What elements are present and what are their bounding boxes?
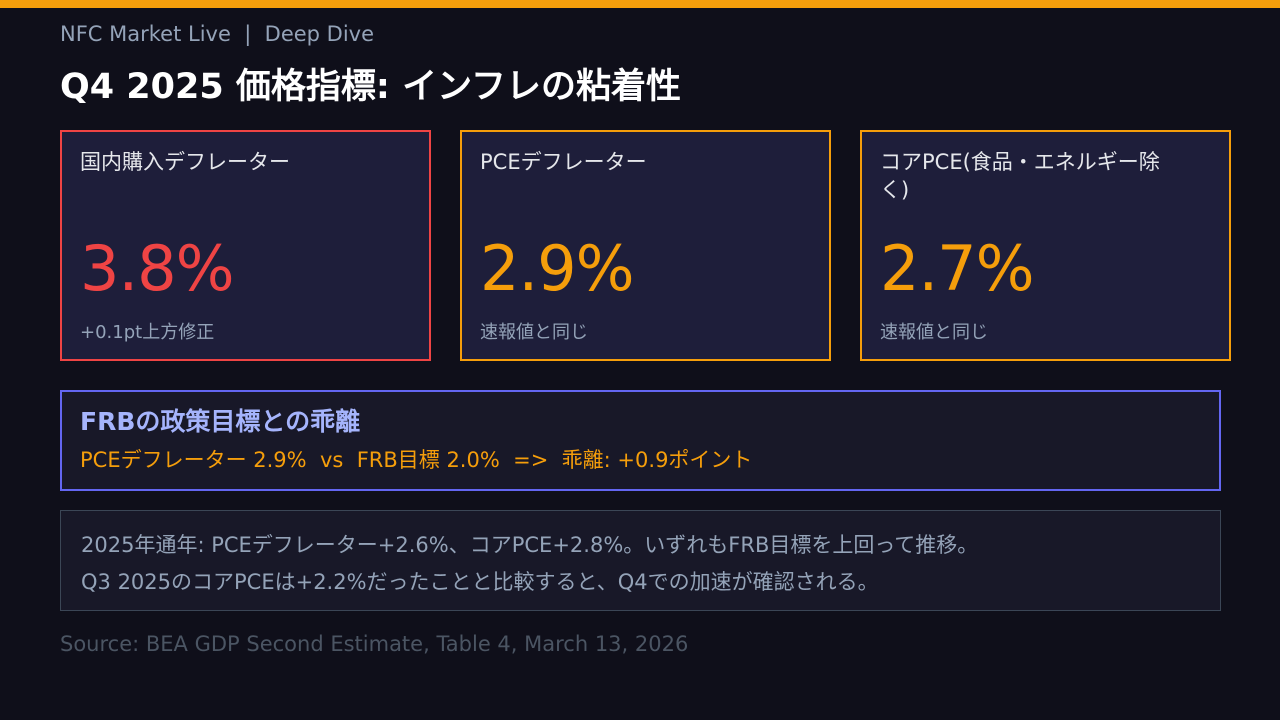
accent-bar [0,0,1280,8]
kicker: NFC Market Live | Deep Dive [60,22,375,46]
card-note: +0.1pt上方修正 [80,322,215,343]
gap-line: PCEデフレーター 2.9% vs FRB目標 2.0% => 乖離: +0.9… [80,448,753,472]
source-text: Source: BEA GDP Second Estimate, Table 4… [60,632,689,656]
card-label: 国内購入デフレーター [80,150,290,174]
card-value: 2.9% [480,232,635,305]
card-value: 2.7% [880,232,1035,305]
gap-heading: FRBの政策目標との乖離 [80,407,361,436]
card-domestic-purchases-deflator: 国内購入デフレーター 3.8% +0.1pt上方修正 [60,130,431,361]
card-note: 速報値と同じ [880,322,988,343]
notes-panel: 2025年通年: PCEデフレーター+2.6%、コアPCE+2.8%。いずれもF… [60,510,1221,611]
card-pce-deflator: PCEデフレーター 2.9% 速報値と同じ [460,130,831,361]
card-label: コアPCE(食品・エネルギー除く) [880,150,1160,202]
card-label: PCEデフレーター [480,150,647,174]
card-note: 速報値と同じ [480,322,588,343]
page-title: Q4 2025 価格指標: インフレの粘着性 [60,67,682,107]
card-value: 3.8% [80,232,235,305]
fed-target-gap-panel: FRBの政策目標との乖離 PCEデフレーター 2.9% vs FRB目標 2.0… [60,390,1221,491]
note-line: Q3 2025のコアPCEは+2.2%だったことと比較すると、Q4での加速が確認… [81,570,879,594]
note-line: 2025年通年: PCEデフレーター+2.6%、コアPCE+2.8%。いずれもF… [81,533,979,557]
card-core-pce: コアPCE(食品・エネルギー除く) 2.7% 速報値と同じ [860,130,1231,361]
